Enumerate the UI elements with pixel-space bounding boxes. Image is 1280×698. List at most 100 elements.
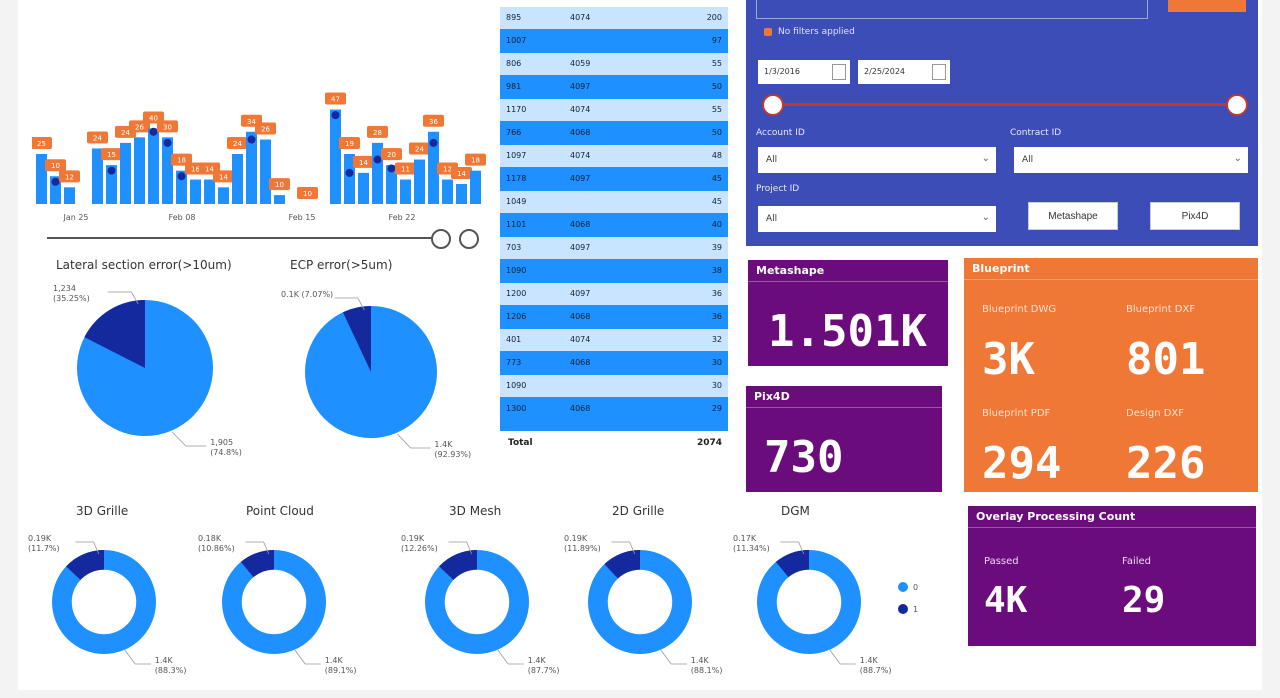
bar[interactable] [92, 148, 103, 204]
blueprint-pdf-value: 294 [982, 438, 1062, 489]
table-row[interactable]: 1090 30 [500, 375, 728, 397]
table-row[interactable]: 1170 4074 55 [500, 99, 728, 121]
pie-chart[interactable]: ECP error(>5um) 0.1K (7.07%) 1.4K (92.93%) [268, 258, 498, 468]
donut-chart[interactable]: 3D Grille 0.19K (11.7%) 1.4K (88.3%) [28, 504, 190, 675]
table-row[interactable]: 1090 38 [500, 260, 728, 282]
bar[interactable] [330, 109, 341, 204]
table-row[interactable]: 1178 4097 45 [500, 168, 728, 190]
bar[interactable] [190, 179, 201, 204]
bar[interactable] [134, 137, 145, 204]
pix4d-button[interactable]: Pix4D [1150, 202, 1240, 230]
slice-1[interactable] [342, 306, 371, 372]
bar-marker[interactable] [387, 164, 396, 173]
account-id-label: Account ID [756, 128, 805, 138]
bar[interactable] [64, 187, 75, 204]
bar-marker[interactable] [51, 177, 60, 186]
bar[interactable] [120, 142, 131, 204]
cell-account: 4068 [570, 358, 591, 367]
date-slider-track[interactable] [772, 103, 1238, 106]
bar-marker[interactable] [373, 155, 382, 164]
table-row[interactable]: 1300 4068 29 [500, 398, 728, 420]
table-row[interactable]: 703 4097 39 [500, 237, 728, 259]
chevron-down-icon: ⌄ [981, 212, 990, 223]
bar[interactable] [414, 159, 425, 204]
donut-chart[interactable]: DGM 0.17K (11.34%) 1.4K (88.7%) [728, 504, 891, 675]
bar[interactable] [106, 165, 117, 204]
bar[interactable] [218, 187, 229, 204]
bar-marker[interactable] [149, 127, 158, 136]
account-id-dropdown[interactable]: All ⌄ [758, 147, 996, 173]
contract-id-dropdown[interactable]: All ⌄ [1014, 147, 1248, 173]
table-row[interactable]: 806 4059 55 [500, 53, 728, 75]
bar-marker[interactable] [331, 111, 340, 120]
bar[interactable] [372, 142, 383, 204]
table-row[interactable]: 1049 45 [500, 191, 728, 213]
slice-1[interactable] [84, 300, 145, 368]
legend-item-1[interactable]: 1 [898, 604, 918, 614]
bar[interactable] [358, 172, 369, 204]
bar[interactable] [232, 154, 243, 204]
table-row[interactable]: 1101 4068 40 [500, 214, 728, 236]
donut-chart[interactable]: Point Cloud 0.18K (10.86%) 1.4K (89.1%) [198, 504, 360, 675]
clear-filters-button[interactable] [1168, 0, 1246, 12]
bar[interactable] [246, 131, 257, 204]
bar[interactable] [344, 154, 355, 204]
donut-chart[interactable]: 2D Grille 0.19K (11.89%) 1.4K (88.1%) [560, 504, 722, 675]
bar[interactable] [386, 165, 397, 204]
bar[interactable] [50, 176, 61, 204]
bar[interactable] [442, 179, 453, 204]
cell-count: 38 [711, 266, 722, 275]
bar[interactable] [274, 195, 285, 204]
blueprint-dxf-label: Blueprint DXF [1126, 304, 1196, 315]
donut-chart[interactable]: 3D Mesh 0.19K (12.26%) 1.4K (87.7%) [395, 504, 559, 675]
overlay-processing-card: Overlay Processing Count Passed 4K Faile… [968, 506, 1256, 646]
bar-marker[interactable] [163, 138, 172, 147]
leader-line [780, 541, 805, 555]
bar[interactable] [428, 131, 439, 204]
date-slider-handle-start[interactable] [762, 94, 784, 116]
data-table[interactable]: 895 4074 200 1007 97 806 4059 55 981 4097 50 1170 40… [500, 7, 728, 431]
cell-count: 32 [711, 335, 722, 344]
project-id-dropdown[interactable]: All ⌄ [758, 206, 996, 232]
bar-marker[interactable] [345, 168, 354, 177]
table-row[interactable]: 981 4097 50 [500, 76, 728, 98]
table-row[interactable]: 1206 4068 36 [500, 306, 728, 328]
date-range-slider-track[interactable] [47, 237, 447, 239]
bar[interactable] [456, 184, 467, 204]
bar[interactable] [470, 170, 481, 204]
slider-handle-start[interactable] [431, 229, 451, 249]
legend-dot-icon [898, 604, 908, 614]
bar-marker[interactable] [107, 166, 116, 175]
metashape-button[interactable]: Metashape [1028, 202, 1118, 230]
calendar-icon[interactable] [932, 64, 946, 80]
table-row[interactable]: 1097 4074 48 [500, 145, 728, 167]
slice-1-label: 0.19K (11.89%) [564, 534, 601, 553]
slider-handle-end[interactable] [459, 229, 479, 249]
pie-chart[interactable]: Lateral section error(>10um) 1,234 (35.25%… [40, 258, 270, 468]
table-row[interactable]: 773 4068 30 [500, 352, 728, 374]
bar[interactable] [176, 170, 187, 204]
cell-id: 1049 [506, 197, 527, 206]
date-from-field[interactable]: 1/3/2016 [758, 60, 850, 84]
bar-marker[interactable] [177, 172, 186, 181]
bar[interactable] [162, 137, 173, 204]
bar-marker[interactable] [247, 135, 256, 144]
table-row[interactable]: 1007 97 [500, 30, 728, 52]
date-slider-handle-end[interactable] [1226, 94, 1248, 116]
bar[interactable] [204, 179, 215, 204]
table-row[interactable]: 401 4074 32 [500, 329, 728, 351]
search-bar[interactable] [756, 0, 1148, 19]
bar[interactable] [148, 128, 159, 204]
date-to-field[interactable]: 2/25/2024 [858, 60, 950, 84]
cell-id: 1007 [506, 36, 527, 45]
calendar-icon[interactable] [832, 64, 846, 80]
daily-count-bar-chart[interactable]: 25 10 12 24 15 24 26 40 30 18 16 14 14 24 34 26 10 10 47 19… [32, 92, 487, 242]
table-row[interactable]: 766 4068 50 [500, 122, 728, 144]
legend-item-0[interactable]: 0 [898, 582, 918, 592]
bar[interactable] [36, 154, 47, 204]
bar[interactable] [400, 179, 411, 204]
bar-marker[interactable] [429, 138, 438, 147]
table-row[interactable]: 895 4074 200 [500, 7, 728, 29]
table-row[interactable]: 1200 4097 36 [500, 283, 728, 305]
bar[interactable] [260, 139, 271, 204]
